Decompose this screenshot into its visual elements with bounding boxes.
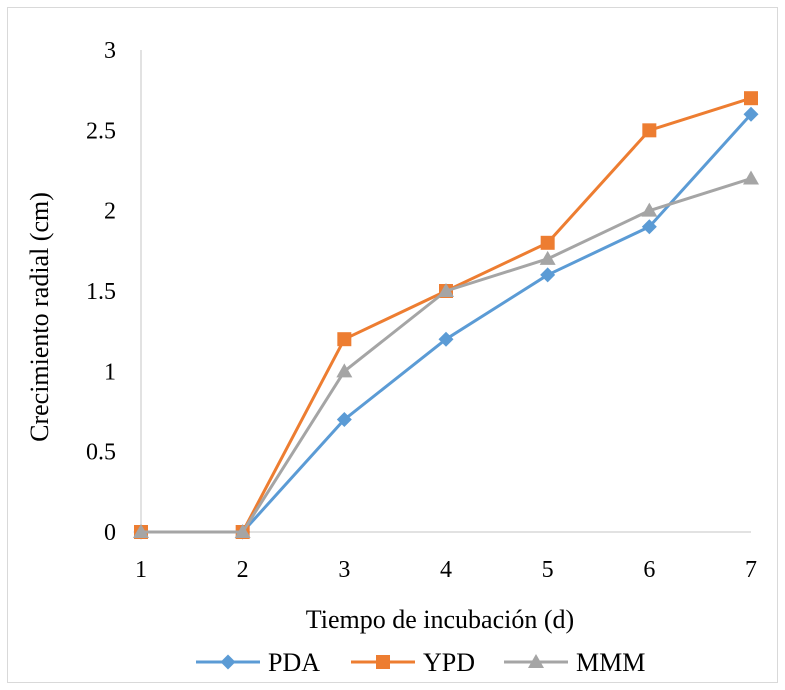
data-point-ypd xyxy=(642,123,657,138)
series-line-pda xyxy=(141,113,753,534)
legend-label: YPD xyxy=(423,648,475,677)
legend-marker xyxy=(220,654,236,670)
data-point-pda xyxy=(438,331,454,347)
y-tick-label: 3 xyxy=(104,38,116,64)
y-tick-label: 0.5 xyxy=(86,440,116,466)
data-point-mmm xyxy=(336,363,353,378)
x-tick-label: 6 xyxy=(643,557,655,583)
legend-entry-mmm: MMM xyxy=(504,648,645,677)
data-point-ypd xyxy=(337,332,352,347)
data-point-mmm xyxy=(133,524,149,538)
y-tick-label: 2.5 xyxy=(86,118,116,144)
legend-marker xyxy=(376,655,390,669)
x-tick-label: 5 xyxy=(542,557,554,583)
x-tick-label: 3 xyxy=(338,557,350,583)
legend-label: MMM xyxy=(576,648,645,677)
legend-label: PDA xyxy=(268,648,320,677)
data-point-ypd xyxy=(744,91,758,106)
y-tick-labels: 0 0.5 1 1.5 2 2.5 3 xyxy=(86,38,116,546)
chart-frame xyxy=(7,7,778,683)
data-point-mmm xyxy=(641,202,658,217)
data-point-pda xyxy=(336,412,352,428)
data-point-pda xyxy=(743,106,759,122)
series-pda xyxy=(133,106,759,540)
data-point-mmm xyxy=(743,170,759,185)
data-point-pda xyxy=(540,267,556,283)
legend-entry-pda: PDA xyxy=(196,648,320,677)
series-layer xyxy=(133,91,759,540)
series-ypd xyxy=(134,91,758,539)
series-mmm xyxy=(133,170,759,538)
x-tick-label: 2 xyxy=(237,557,249,583)
y-tick-label: 2 xyxy=(104,199,116,225)
legend: PDA YPD MMM xyxy=(196,648,645,677)
data-point-pda xyxy=(641,219,657,235)
x-tick-labels: 1 2 3 4 5 6 7 xyxy=(135,557,757,583)
data-point-mmm xyxy=(234,524,251,538)
x-tick-label: 1 xyxy=(135,557,147,583)
x-tick-label: 4 xyxy=(440,557,452,583)
series-line-mmm xyxy=(141,177,752,534)
data-point-mmm xyxy=(438,283,454,297)
legend-marker xyxy=(528,654,544,668)
legend-entry-ypd: YPD xyxy=(351,648,475,677)
x-tick-label: 7 xyxy=(745,557,757,583)
x-axis-title: Tiempo de incubación (d) xyxy=(306,605,574,634)
y-tick-label: 1.5 xyxy=(86,279,116,305)
y-axis-title: Crecimiento radial (cm) xyxy=(25,192,54,442)
data-point-mmm xyxy=(539,250,556,265)
data-point-ypd xyxy=(540,235,555,250)
y-tick-label: 1 xyxy=(104,359,116,385)
series-line-ypd xyxy=(141,96,752,534)
y-tick-label: 0 xyxy=(104,520,116,546)
